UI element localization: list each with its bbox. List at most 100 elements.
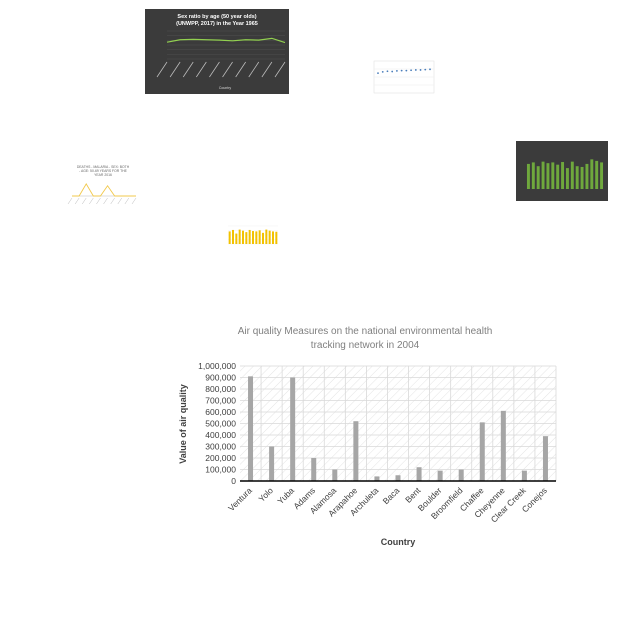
thumb1-x-tick-mark xyxy=(248,61,260,78)
x-tick-label: Baca xyxy=(381,485,402,506)
y-tick-label: 400,000 xyxy=(205,430,236,440)
bar xyxy=(542,436,548,481)
thumb2-point xyxy=(377,72,379,75)
thumb1-x-tick-mark xyxy=(196,61,207,78)
thumb2-point xyxy=(381,70,384,73)
thumb2-point xyxy=(419,69,422,71)
thumb4-x-tick-mark xyxy=(117,197,122,205)
thumb4-x-tick-mark xyxy=(89,197,94,205)
thumb5-bar xyxy=(255,231,258,244)
thumbnail-yellow-bar-chart xyxy=(220,220,280,256)
thumb1-x-tick-mark xyxy=(156,61,168,78)
thumbnail-sex-ratio-chart: Sex ratio by age (50 year olds) (UNWPP, … xyxy=(145,9,289,94)
y-tick-label: 1,000,000 xyxy=(198,361,236,371)
thumb3-bar xyxy=(585,163,589,189)
thumb5-bar xyxy=(232,229,234,244)
thumb3-bar xyxy=(580,166,584,189)
thumb3-bar xyxy=(531,162,535,189)
thumb4-title-line3: YEAR 2016 xyxy=(94,173,112,177)
y-tick-label: 500,000 xyxy=(205,419,236,429)
thumb5-bar xyxy=(238,229,241,244)
bar xyxy=(374,476,380,481)
thumb3-bar xyxy=(546,163,550,189)
bar xyxy=(521,470,527,481)
thumb5-bar xyxy=(245,232,248,244)
y-tick-label: 0 xyxy=(231,476,236,486)
thumbnail-dark-bar-chart xyxy=(516,141,608,201)
thumb2-point xyxy=(410,69,412,72)
thumb4-title-line2: - AGE: 50-69 YEARS FOR THE xyxy=(79,169,127,173)
thumb1-xlabel: Country xyxy=(219,86,232,90)
thumb3-bar xyxy=(590,159,594,189)
y-tick-label: 200,000 xyxy=(205,453,236,463)
x-tick-label: Ventura xyxy=(226,485,254,513)
thumb4-title-line1: DEATHS - MALARIA - SEX: BOTH xyxy=(77,165,130,169)
thumb1-series-line xyxy=(166,37,286,44)
y-tick-label: 600,000 xyxy=(205,407,236,417)
bar xyxy=(395,475,401,481)
thumb4-series-line xyxy=(72,182,136,197)
thumb1-x-tick-mark xyxy=(235,61,246,78)
thumb2-point xyxy=(414,69,417,71)
thumb5-bar xyxy=(265,229,268,244)
thumb3-bar xyxy=(595,160,599,189)
thumb2-point xyxy=(400,69,403,72)
thumb3-bar xyxy=(565,168,569,189)
thumb3-bar xyxy=(570,161,574,189)
thumb4-x-tick-mark xyxy=(67,197,73,205)
thumb4-x-tick-mark xyxy=(74,197,80,205)
thumb4-x-tick-mark xyxy=(96,197,101,205)
thumb1-title-line1: Sex ratio by age (50 year olds) xyxy=(177,14,256,20)
bar xyxy=(479,422,485,481)
bar xyxy=(248,376,254,481)
thumb2-point xyxy=(386,70,389,73)
thumb2-point xyxy=(405,69,408,72)
thumb2-point xyxy=(424,68,427,71)
thumb3-bar xyxy=(551,162,555,189)
thumb4-x-tick-mark xyxy=(110,197,115,205)
thumb1-title-line2: (UNWPP, 2017) in the Year 1965 xyxy=(176,21,258,27)
thumb5-bar xyxy=(252,231,254,244)
y-axis-label: Value of air quality xyxy=(178,384,188,464)
thumb3-bar xyxy=(541,161,545,189)
bar xyxy=(290,377,296,481)
x-axis-label: Country xyxy=(381,537,416,547)
thumb4-x-tick-mark xyxy=(103,197,108,205)
y-tick-label: 900,000 xyxy=(205,373,236,383)
thumb5-bar xyxy=(262,232,264,244)
thumb5-bar xyxy=(258,230,261,244)
thumb1-x-tick-mark xyxy=(261,61,273,78)
thumb3-bar xyxy=(575,166,579,189)
thumb1-x-tick-mark xyxy=(222,61,233,78)
thumb5-bar xyxy=(275,231,278,244)
thumb1-x-tick-mark xyxy=(169,61,181,78)
thumb1-x-tick-mark xyxy=(209,61,220,78)
bar xyxy=(458,469,464,481)
thumb4-x-tick-mark xyxy=(131,197,137,205)
thumb4-x-tick-mark xyxy=(82,197,87,205)
thumb2-point xyxy=(391,70,394,73)
thumb5-bar xyxy=(228,231,231,244)
thumb5-bar xyxy=(242,230,244,244)
chart-title-line2: tracking network in 2004 xyxy=(311,340,420,351)
bar xyxy=(416,467,422,481)
thumb5-bar xyxy=(272,231,274,244)
y-tick-label: 800,000 xyxy=(205,384,236,394)
thumb3-bar xyxy=(526,163,530,189)
bar xyxy=(437,470,443,481)
thumb1-x-tick-mark xyxy=(274,61,286,78)
thumb5-bar xyxy=(235,233,238,244)
thumb3-bar xyxy=(536,166,540,189)
chart-title-line1: Air quality Measures on the national env… xyxy=(238,326,493,337)
thumb3-bar xyxy=(556,164,560,189)
thumb3-bar xyxy=(600,162,604,189)
bar xyxy=(500,410,506,481)
thumb5-bar xyxy=(268,230,271,244)
thumb2-point xyxy=(396,70,398,72)
bar xyxy=(353,421,359,481)
bar xyxy=(332,469,338,481)
bar xyxy=(269,446,275,481)
thumb2-point xyxy=(429,68,431,71)
thumbnail-malaria-chart: DEATHS - MALARIA - SEX: BOTH - AGE: 50-6… xyxy=(64,162,142,214)
y-tick-label: 300,000 xyxy=(205,442,236,452)
